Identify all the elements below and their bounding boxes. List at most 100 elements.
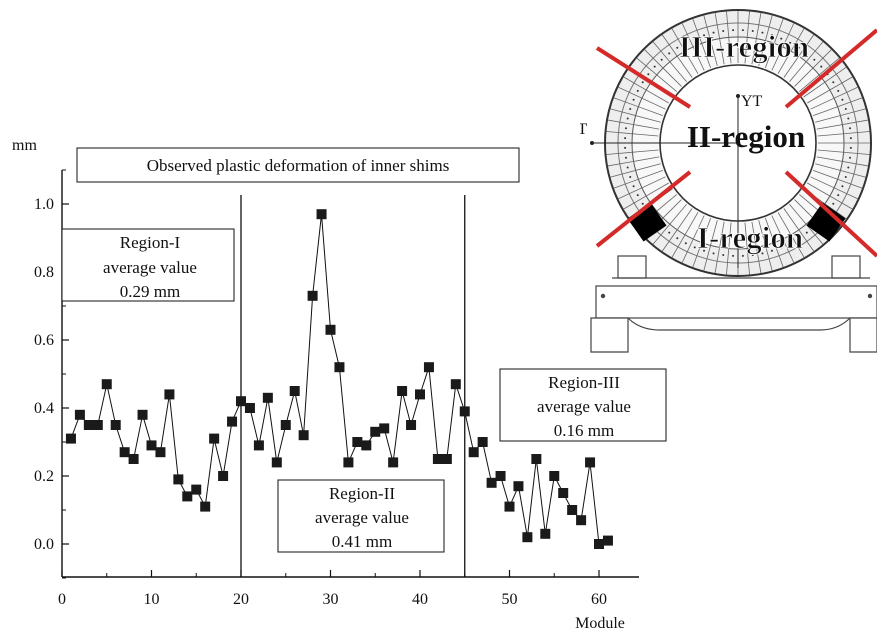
data-point [164,389,175,400]
module-dot [770,249,773,252]
module-spoke [607,119,660,130]
title-box [76,147,520,183]
module-spoke [816,119,869,130]
module-spoke [661,34,693,78]
module-dot [849,137,852,140]
data-point [92,420,103,430]
data-point [137,409,148,420]
module-dot [626,117,629,120]
module-spoke [613,169,663,189]
data-point [182,491,193,502]
module-dot [732,254,735,257]
region3-value: 0.16 mm [554,421,614,440]
xt-label: XT [566,121,588,138]
module-spoke [744,222,750,275]
module-dot [849,146,852,149]
region3-subtitle: average value [537,397,631,416]
module-dot [813,58,816,61]
module-dot [703,249,706,252]
module-spoke [799,57,840,92]
data-point [128,454,139,464]
module-dot [797,46,800,49]
module-dot [626,166,629,169]
data-point [549,471,560,481]
data-point [191,484,202,495]
data-point [227,416,238,427]
data-point [567,505,578,515]
module-dot [732,29,735,32]
module-dot [660,58,663,61]
data-point [370,426,381,437]
support-frame [590,255,877,353]
data-point [513,481,524,492]
data-point [316,209,327,220]
module-spoke [777,28,805,74]
module-spoke [692,18,712,68]
x-ticks: 0 10 20 30 40 50 60 [58,570,607,608]
module-spoke [807,76,853,104]
module-spoke [783,34,815,78]
module-spoke [652,41,687,82]
module-dot [805,52,808,55]
module-dot [676,46,679,49]
data-point [65,433,76,444]
module-spoke [610,108,661,123]
x-tick-label: 30 [323,591,339,608]
module-spoke [777,212,805,258]
module-spoke [771,23,795,71]
module-dot [761,252,764,255]
region1-subtitle: average value [103,258,197,277]
data-point [173,474,184,485]
data-point [307,290,318,301]
module-dot [636,194,639,197]
module-dot [849,127,852,130]
module-dot [722,29,725,32]
module-spoke [618,86,666,110]
region2-subtitle: average value [315,508,409,527]
data-point [450,379,461,390]
data-point [495,471,506,481]
data-point [576,515,587,526]
yt-label: YT [741,93,763,110]
plot-area: 0.0 0.2 0.4 0.6 0.8 1.0 0 10 20 30 40 50 60 mm Modu… [12,137,667,632]
module-spoke [816,156,869,167]
x-tick-label: 10 [144,591,160,608]
module-dot [684,41,687,44]
module-spoke [817,131,870,137]
module-spoke [771,215,795,263]
module-dot [624,137,627,140]
data-point [343,457,354,468]
module-spoke [714,12,725,65]
module-spoke [671,28,699,74]
module-spoke [789,41,824,82]
module-dot [624,156,627,159]
module-spoke [815,163,866,178]
region-dividers [240,195,466,577]
module-dot [693,246,696,249]
data-point [262,392,273,403]
module-dot [684,242,687,245]
data-point [325,324,336,335]
y-tick-label: 0.0 [34,536,54,553]
module-dot [847,166,850,169]
data-point [289,386,300,396]
module-spoke [610,163,661,178]
module-dot [837,89,840,92]
module-dot [722,254,725,257]
module-dot [712,252,715,255]
module-dot [668,52,671,55]
module-spoke [751,12,762,65]
module-dot [647,73,650,76]
module-dot [693,37,696,40]
data-point [441,454,452,464]
data-point [155,447,166,458]
module-dot [741,29,744,32]
y-tick-label: 0.2 [34,468,54,485]
module-dot [844,175,847,178]
data-point [540,528,551,539]
detector-inset: YT XT III-region II-region I-region [566,9,877,353]
region2-title: Region-II [329,484,395,503]
module-spoke [813,169,863,189]
module-dot [837,194,840,197]
module-dot [780,246,783,249]
